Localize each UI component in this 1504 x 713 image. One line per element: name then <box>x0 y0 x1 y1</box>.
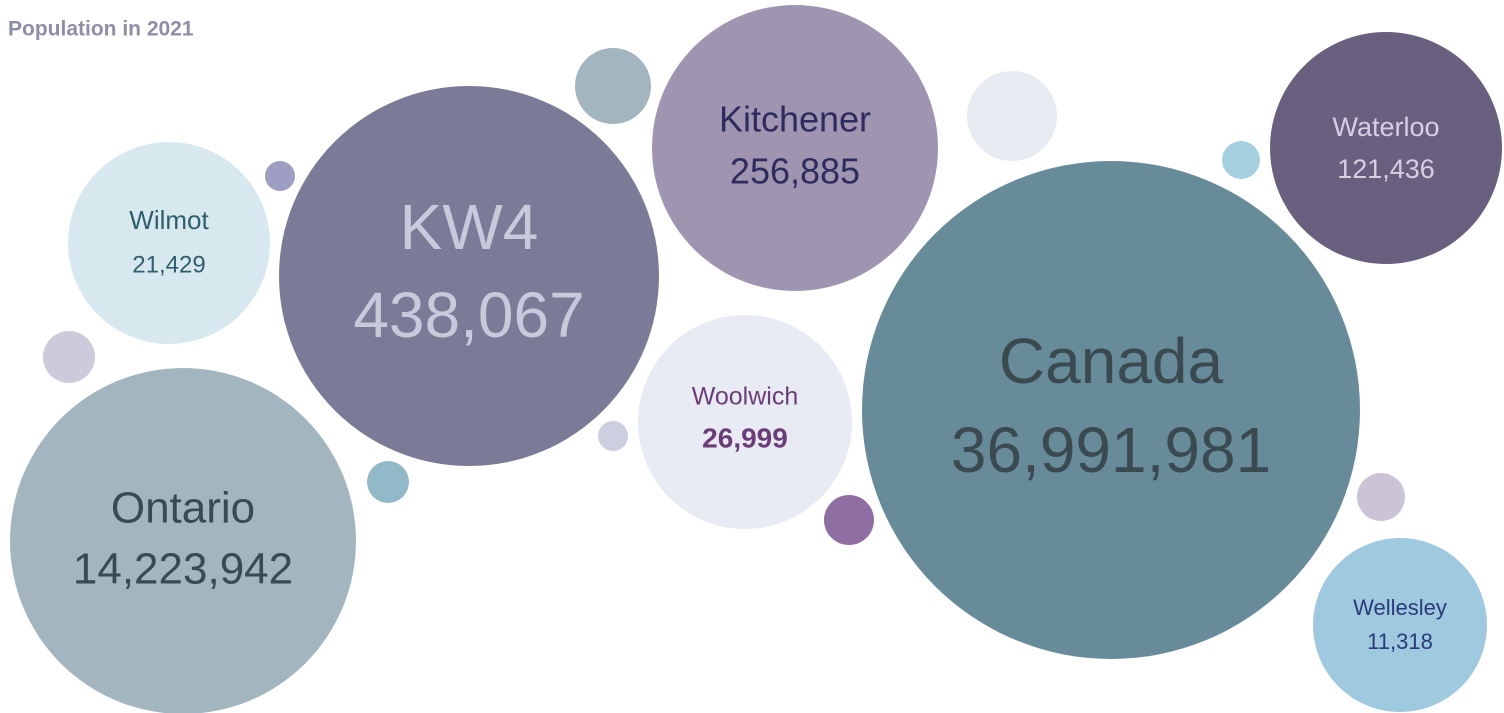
decor-dot <box>967 71 1057 161</box>
decor-dot <box>575 48 651 124</box>
decorations <box>43 48 1405 545</box>
bubble-label: Ontario <box>111 484 255 533</box>
decor-dot <box>824 495 874 545</box>
bubble-value: 438,067 <box>353 279 584 351</box>
decor-dot <box>367 461 409 503</box>
bubble <box>1270 32 1502 264</box>
bubble-value: 21,429 <box>132 251 205 278</box>
bubble-label: Wellesley <box>1353 595 1447 620</box>
bubble-label: Wilmot <box>129 205 209 235</box>
bubbles: Wilmot 21,429 KW4 438,067 Kitchener 256,885 Wo… <box>10 5 1502 713</box>
decor-dot <box>43 331 95 383</box>
bubble-label: Canada <box>999 325 1224 397</box>
bubble <box>862 161 1360 659</box>
bubble-label: Waterloo <box>1332 112 1439 142</box>
decor-dot <box>265 161 295 191</box>
bubble <box>652 5 938 291</box>
bubble-label: KW4 <box>400 191 539 263</box>
bubble <box>10 368 356 713</box>
decor-dot <box>598 421 628 451</box>
bubble-value: 256,885 <box>730 151 860 192</box>
bubble <box>279 86 659 466</box>
bubble-value: 121,436 <box>1337 154 1435 184</box>
bubble-label: Woolwich <box>692 383 799 411</box>
subtitle: Population in 2021 <box>8 18 194 41</box>
bubble-label: Kitchener <box>719 99 871 140</box>
bubble-value: 11,318 <box>1367 629 1433 654</box>
bubble <box>68 142 270 344</box>
decor-dot <box>1222 141 1260 179</box>
bubble-value: 14,223,942 <box>73 545 293 594</box>
bubble-value: 36,991,981 <box>951 414 1271 486</box>
bubble <box>1313 538 1487 712</box>
bubble-value: 26,999 <box>702 422 788 453</box>
bubble <box>638 315 852 529</box>
decor-dot <box>1357 473 1405 521</box>
